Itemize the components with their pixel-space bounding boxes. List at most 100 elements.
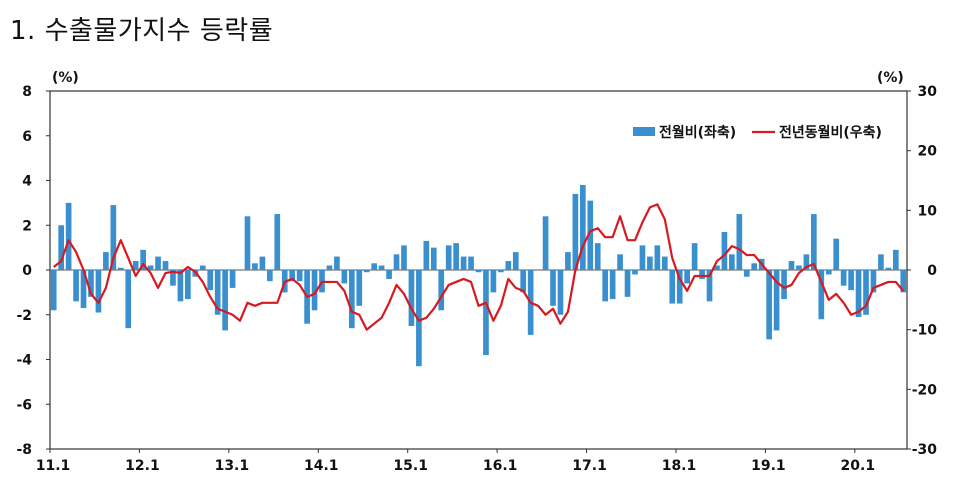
bar	[729, 254, 735, 270]
x-tick-label: 11.1	[36, 458, 71, 474]
bar	[848, 270, 854, 291]
x-tick-label: 18.1	[662, 458, 697, 474]
bar	[132, 261, 139, 270]
bar	[512, 252, 519, 270]
legend-bar-swatch	[633, 127, 655, 136]
right-tick-label: 10	[918, 203, 938, 219]
bar	[751, 263, 758, 270]
bar	[878, 254, 884, 270]
bar	[252, 263, 258, 270]
bar	[274, 214, 281, 270]
bar	[453, 243, 459, 270]
bar	[811, 214, 817, 270]
bar	[773, 270, 780, 331]
bar	[125, 270, 132, 329]
right-axis: 30 20 10 0 -10 -20 -30	[907, 84, 937, 458]
right-tick-label: -10	[912, 323, 938, 339]
bar	[550, 270, 556, 306]
bar	[803, 254, 810, 270]
left-tick-label: 6	[22, 129, 32, 145]
bar	[863, 270, 869, 315]
x-tick-label: 12.1	[125, 458, 160, 474]
legend-line-label: 전년동월비(우축)	[779, 124, 882, 141]
bar	[647, 256, 653, 270]
left-tick-label: 0	[22, 263, 32, 279]
bar	[50, 270, 57, 311]
bar	[334, 256, 340, 270]
bar	[639, 245, 646, 270]
bar	[580, 184, 586, 270]
bar	[140, 249, 146, 270]
chart-title: 1. 수출물가지수 등락률	[10, 16, 274, 46]
bar	[870, 270, 877, 293]
bar	[542, 216, 549, 270]
bar	[147, 265, 154, 270]
left-tick-label: -4	[16, 353, 32, 369]
bar	[468, 256, 474, 270]
bar	[602, 270, 609, 302]
bar	[445, 245, 452, 270]
bar	[110, 205, 117, 270]
left-tick-label: 8	[22, 84, 32, 100]
right-tick-label: -20	[912, 382, 938, 398]
bar	[222, 270, 228, 331]
x-tick-label: 15.1	[393, 458, 428, 474]
bar	[900, 270, 907, 293]
bar	[65, 202, 72, 271]
x-tick-label: 16.1	[483, 458, 518, 474]
bar	[58, 225, 65, 270]
bar	[632, 270, 638, 275]
bar	[103, 252, 109, 270]
bar	[416, 270, 422, 367]
bar-series	[50, 184, 907, 367]
bar	[788, 261, 795, 270]
left-tick-label: 2	[22, 218, 32, 234]
bar	[699, 270, 705, 279]
bar	[505, 261, 512, 270]
bar	[557, 270, 564, 315]
bar	[177, 270, 184, 302]
bar	[691, 243, 698, 270]
bar	[401, 245, 407, 270]
bar	[378, 265, 385, 270]
bar	[311, 270, 318, 311]
bar	[296, 270, 303, 282]
bar	[95, 270, 102, 313]
x-tick-label: 14.1	[304, 458, 339, 474]
bar	[676, 270, 683, 304]
left-tick-label: -6	[16, 397, 32, 413]
right-tick-label: 20	[918, 144, 938, 160]
bar	[743, 270, 750, 277]
bar	[430, 247, 437, 271]
bar	[892, 249, 899, 270]
bar	[490, 270, 497, 293]
x-tick-label: 13.1	[215, 458, 250, 474]
bar	[721, 231, 728, 270]
legend: 전월비(좌축) 전년동월비(우축)	[633, 124, 882, 141]
bar	[423, 240, 430, 270]
bar	[654, 245, 661, 270]
x-tick-label: 17.1	[572, 458, 607, 474]
bar	[661, 256, 668, 270]
bar	[460, 256, 467, 270]
bar	[289, 270, 296, 282]
right-tick-label: 0	[927, 263, 937, 279]
bar	[475, 270, 482, 273]
right-axis-unit: (%)	[877, 70, 904, 86]
bar	[259, 256, 266, 270]
bar	[438, 270, 445, 311]
bar	[825, 270, 832, 275]
bar	[669, 270, 676, 304]
bar	[170, 270, 176, 286]
bar	[706, 270, 713, 302]
bar	[185, 270, 191, 300]
left-tick-label: 4	[22, 174, 32, 190]
bar	[714, 265, 720, 270]
left-axis: 8 6 4 2 0 -2 -4 -6 -8	[16, 84, 50, 458]
bar	[393, 254, 400, 270]
bar	[572, 193, 579, 270]
bar	[267, 270, 273, 282]
bar	[855, 270, 862, 317]
bar	[840, 270, 847, 286]
